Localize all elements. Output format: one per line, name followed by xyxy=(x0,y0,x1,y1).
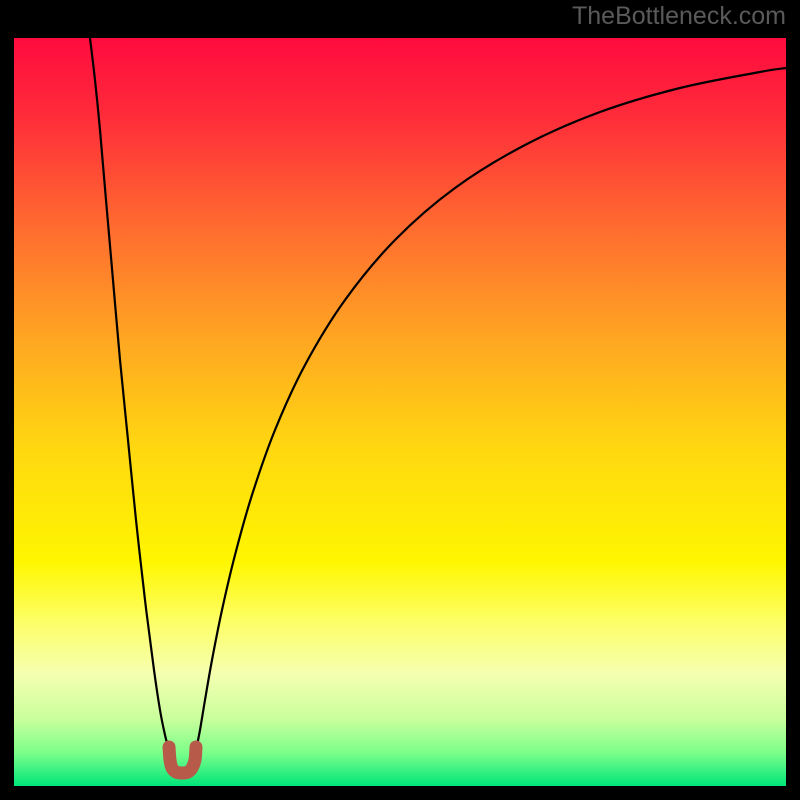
chart-container: { "watermark": { "text": "TheBottleneck.… xyxy=(0,0,800,800)
plot-area xyxy=(14,38,786,786)
bottleneck-chart xyxy=(0,0,800,800)
watermark-text: TheBottleneck.com xyxy=(572,2,786,31)
